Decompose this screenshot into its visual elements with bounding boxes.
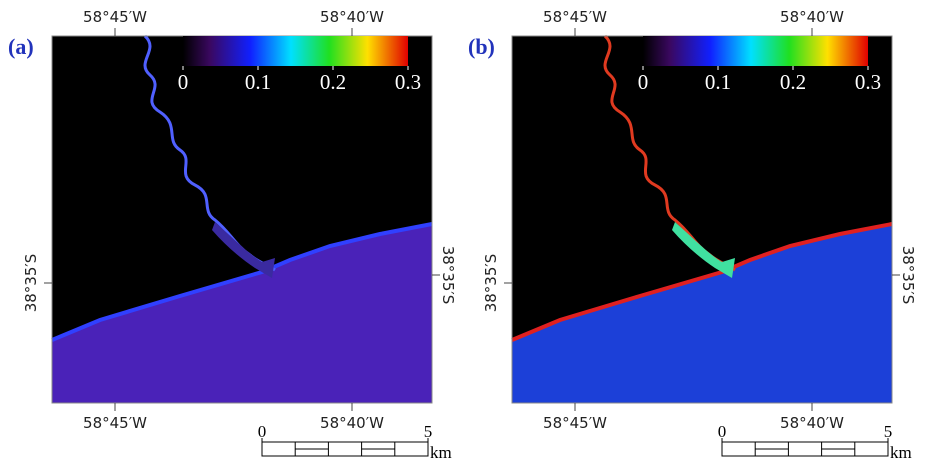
colorbar-tick-label: 0.3 xyxy=(855,70,881,94)
colorbar-tick-label: 0.2 xyxy=(780,70,806,94)
lon-label-top: 58°45′W xyxy=(83,8,147,26)
lon-label-bottom: 58°40′W xyxy=(320,414,384,432)
lon-label-top: 58°40′W xyxy=(320,8,384,26)
lon-label-top: 58°45′W xyxy=(543,8,607,26)
colorbar xyxy=(643,36,868,66)
lon-label-top: 58°40′W xyxy=(780,8,844,26)
lat-label-left: 38°35′S xyxy=(482,254,500,313)
scale-bar xyxy=(721,441,889,457)
estuary xyxy=(672,222,735,278)
sea xyxy=(52,224,432,403)
lon-label-bottom: 58°40′W xyxy=(780,414,844,432)
coastline xyxy=(511,222,893,342)
colorbar-tick-label: 0.2 xyxy=(320,70,346,94)
scale-bar xyxy=(261,441,429,457)
colorbar-tick-label: 0.1 xyxy=(705,70,731,94)
lon-label-bottom: 58°45′W xyxy=(83,414,147,432)
sea xyxy=(512,224,892,403)
lat-label-right: 38°35′S xyxy=(899,246,917,305)
colorbar-tick-label: 0.3 xyxy=(395,70,421,94)
scale-tick-label: 5 xyxy=(424,422,433,441)
panel-label: (b) xyxy=(468,34,495,59)
map-panel: 58°45′W 58°45′W 58°40′W 58°40′W 38°35′S 38°35… xyxy=(8,8,457,460)
colorbar-tick-label: 0.1 xyxy=(245,70,271,94)
scale-tick-label: 0 xyxy=(718,422,727,441)
colorbar-tick-label: 0 xyxy=(638,70,649,94)
lon-label-bottom: 58°45′W xyxy=(543,414,607,432)
scale-tick-label: 5 xyxy=(884,422,893,441)
scale-tick-label: 0 xyxy=(258,422,267,441)
estuary xyxy=(212,222,275,278)
coastline xyxy=(51,222,433,342)
scale-unit: km xyxy=(430,443,452,460)
lat-label-right: 38°35′S xyxy=(439,246,457,305)
colorbar-tick-label: 0 xyxy=(178,70,189,94)
panel-label: (a) xyxy=(8,34,34,59)
scale-unit: km xyxy=(890,443,912,460)
lat-label-left: 38°35′S xyxy=(22,254,40,313)
map-panel: 58°45′W 58°45′W 58°40′W 58°40′W 38°35′S 38°35… xyxy=(468,8,917,460)
colorbar xyxy=(183,36,408,66)
